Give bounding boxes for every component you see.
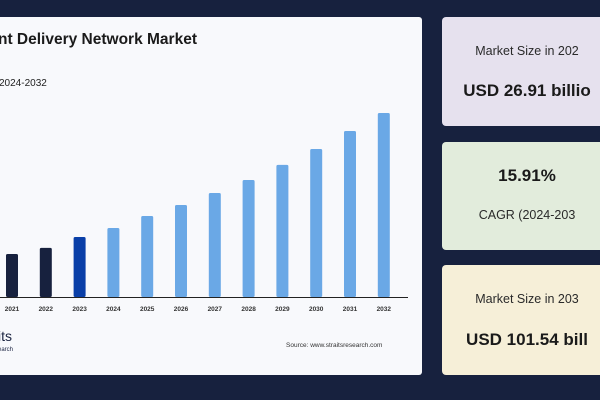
bar-2030 (310, 148, 323, 297)
chart-subtitle: 2024-2032 (0, 78, 47, 89)
card-label: CAGR (2024-203 (478, 208, 576, 222)
bar-2027 (208, 192, 221, 297)
cagr-card: 15.91% CAGR (2024-203 (442, 142, 600, 250)
card-value: USD 26.91 billio (463, 81, 591, 100)
source-text: Source: www.straitsresearch.com (286, 342, 383, 349)
card-value: USD 101.54 bill (466, 330, 588, 349)
bar-2021 (6, 254, 18, 297)
x-tick-label: 2029 (275, 306, 290, 313)
x-tick-label: 2023 (72, 306, 87, 313)
bar-2028 (242, 179, 255, 297)
bar-2022 (39, 247, 52, 297)
market-size-2024-card: Market Size in 202 USD 26.91 billio (442, 17, 600, 126)
bar-chart: 2021 2022 2023 2024 2025 2026 2027 2028 2029 2030… (0, 113, 408, 313)
bar-2023 (73, 237, 86, 297)
card-label: Market Size in 202 (475, 44, 579, 58)
x-tick-label: 2024 (106, 306, 121, 313)
chart-title: nt Delivery Network Market (0, 31, 197, 48)
card-label: Market Size in 203 (475, 292, 579, 306)
bar-2032 (377, 113, 390, 297)
x-tick-label: 2021 (5, 306, 20, 313)
market-size-2032-card: Market Size in 203 USD 101.54 bill (442, 265, 600, 375)
logo-subtext: earch (0, 347, 14, 353)
logo-text: its (0, 328, 12, 344)
bar-2029 (276, 164, 289, 297)
bar-2031 (344, 131, 356, 297)
chart-panel: nt Delivery Network Market 2024-2032 202… (0, 17, 422, 375)
card-value: 15.91% (498, 166, 556, 185)
x-tick-label: 2022 (39, 306, 54, 313)
x-tick-label: 2032 (377, 306, 392, 313)
x-tick-label: 2028 (241, 306, 256, 313)
x-tick-label: 2031 (343, 306, 358, 313)
x-tick-label: 2030 (309, 306, 324, 313)
bar-2026 (175, 204, 187, 297)
bar-2025 (141, 215, 154, 297)
bar-2024 (107, 227, 120, 297)
x-tick-label: 2025 (140, 306, 155, 313)
x-tick-label: 2027 (208, 306, 223, 313)
x-tick-label: 2026 (174, 306, 189, 313)
